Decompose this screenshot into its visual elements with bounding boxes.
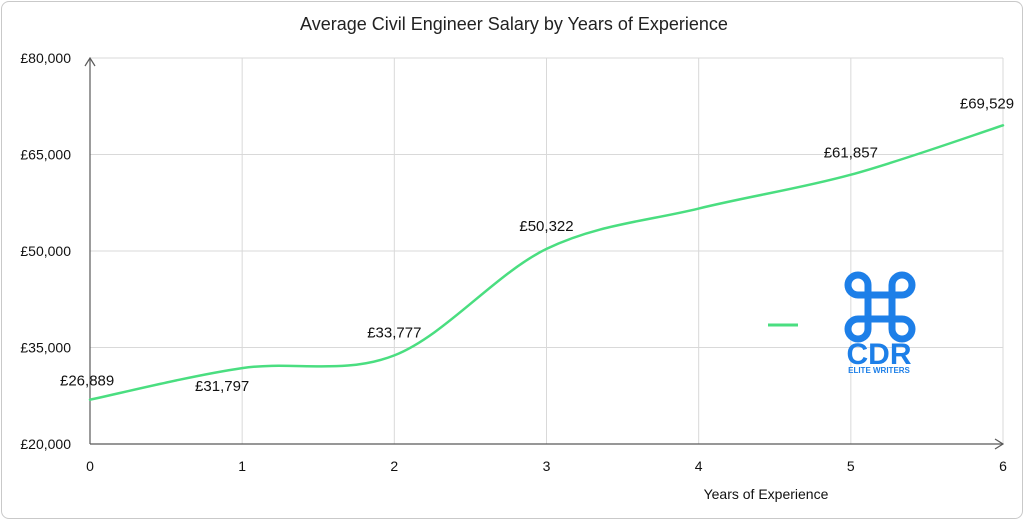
- x-tick-label: 5: [847, 458, 855, 474]
- y-tick-label: £35,000: [20, 340, 71, 356]
- command-key-icon: [844, 271, 916, 343]
- y-tick-label: £65,000: [20, 147, 71, 163]
- data-label: £50,322: [519, 218, 573, 235]
- y-tick-label: £80,000: [20, 50, 71, 66]
- chart-title: Average Civil Engineer Salary by Years o…: [300, 14, 728, 34]
- data-label: £26,889: [60, 373, 114, 390]
- series-line: [88, 124, 1005, 401]
- brand-logo: CDR ELITE WRITERS: [844, 271, 916, 375]
- data-labels: £26,889 £31,797 £33,777 £50,322 £61,857 £69,5…: [60, 95, 1014, 395]
- data-label: £31,797: [195, 378, 249, 395]
- tick-labels: £20,000 £35,000 £50,000 £65,000 £80,000 0 1 2 3 4…: [20, 50, 1007, 474]
- y-tick-label: £20,000: [20, 436, 71, 452]
- data-label: £61,857: [824, 145, 878, 162]
- logo-brand-text: CDR: [847, 338, 912, 371]
- series-group: [88, 124, 1005, 401]
- x-tick-label: 1: [238, 458, 246, 474]
- grid-lines: [90, 57, 1004, 444]
- x-tick-label: 4: [695, 458, 703, 474]
- x-tick-label: 2: [390, 458, 398, 474]
- data-label: £69,529: [960, 95, 1014, 112]
- y-tick-label: £50,000: [20, 243, 71, 259]
- x-tick-label: 0: [86, 458, 94, 474]
- axes: [84, 56, 1005, 450]
- y-axis-arrow: [84, 56, 96, 67]
- x-axis-title: Years of Experience: [704, 486, 829, 502]
- x-axis-arrow: [994, 438, 1005, 450]
- x-tick-label: 3: [543, 458, 551, 474]
- x-tick-label: 6: [999, 458, 1007, 474]
- logo-tagline: ELITE WRITERS: [848, 366, 910, 375]
- data-label: £33,777: [367, 324, 421, 341]
